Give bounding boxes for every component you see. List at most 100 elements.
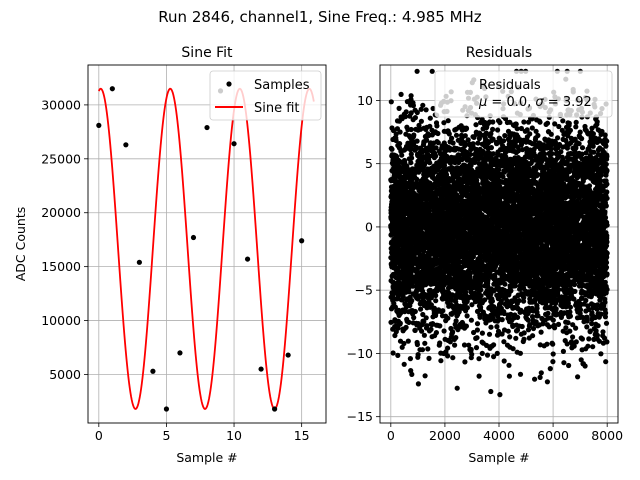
residual-point — [395, 352, 401, 358]
residual-point — [406, 289, 412, 295]
residual-point — [452, 342, 458, 348]
residual-point — [490, 126, 496, 132]
residual-point — [474, 321, 481, 327]
residual-point — [446, 131, 452, 137]
residuals-data — [388, 68, 610, 398]
residual-point — [463, 323, 469, 329]
residual-point — [477, 314, 483, 320]
sample-point — [136, 259, 142, 265]
residual-point — [424, 137, 430, 143]
residual-point — [440, 308, 446, 314]
residual-point — [408, 93, 414, 99]
residual-point — [486, 331, 493, 337]
legend-sine-fit-label: Sine fit — [254, 101, 300, 116]
residual-point — [418, 106, 424, 112]
residual-point — [423, 107, 429, 113]
residual-point — [478, 293, 484, 299]
residual-point — [499, 317, 505, 323]
residual-point — [478, 304, 484, 310]
residual-point — [476, 356, 482, 362]
residual-point — [409, 298, 415, 304]
residual-point — [421, 319, 427, 325]
residual-point — [433, 153, 439, 159]
residual-point — [427, 115, 433, 121]
residual-point — [445, 345, 451, 351]
residual-point — [409, 155, 415, 161]
residual-point — [418, 306, 424, 312]
residual-point — [516, 298, 522, 304]
residual-point — [490, 119, 496, 125]
residual-point — [453, 318, 459, 324]
residual-point — [513, 121, 519, 127]
legend-samples-label: Samples — [254, 78, 310, 93]
residual-point — [420, 102, 426, 108]
residual-point — [478, 287, 484, 293]
sample-point — [231, 141, 237, 147]
residual-point — [401, 340, 407, 347]
sample-point — [299, 238, 305, 244]
residual-point — [422, 373, 428, 379]
residual-point — [398, 91, 404, 97]
residual-point — [426, 355, 432, 361]
residual-point — [397, 141, 403, 147]
residual-point — [454, 385, 460, 391]
sine-fit-ytick-label: 10000 — [41, 313, 81, 328]
residual-point — [468, 346, 474, 353]
residual-point — [488, 324, 494, 330]
residual-point — [508, 288, 514, 294]
residual-point — [413, 144, 419, 150]
sample-point — [150, 368, 156, 374]
sine-fit-xtick-label: 10 — [226, 428, 242, 443]
residual-point — [433, 145, 439, 151]
residual-point — [412, 327, 418, 333]
residual-point — [484, 352, 491, 358]
residual-point — [479, 330, 485, 336]
residual-point — [447, 339, 453, 345]
residual-point — [393, 137, 399, 144]
residual-point — [505, 328, 511, 334]
residual-point — [465, 137, 471, 143]
residual-point — [474, 335, 480, 341]
residual-point — [495, 127, 501, 133]
residual-point — [412, 115, 418, 121]
sine-fit-legend: Samples Sine fit — [209, 70, 322, 121]
sine-fit-xtick-label: 0 — [95, 428, 103, 443]
sample-point — [177, 350, 183, 356]
residual-point — [427, 160, 433, 166]
residual-point — [414, 68, 420, 74]
sample-point — [163, 406, 170, 412]
residual-point — [501, 358, 507, 364]
residual-point — [443, 148, 449, 154]
residual-point — [437, 340, 443, 346]
residual-point — [491, 342, 497, 348]
sample-point — [109, 86, 115, 92]
residual-point — [410, 102, 416, 109]
residual-point — [470, 141, 476, 147]
residual-point — [471, 329, 477, 336]
residual-point — [425, 346, 431, 352]
residual-point — [438, 358, 444, 364]
residual-point — [517, 371, 524, 377]
residual-point — [494, 350, 500, 356]
residual-point — [475, 140, 481, 146]
residual-point — [473, 122, 479, 128]
sine-fit-ytick-label: 30000 — [41, 97, 81, 112]
sine-fit-xtick-label: 5 — [162, 428, 170, 443]
residual-point — [515, 314, 521, 320]
residual-point — [433, 292, 439, 299]
residual-point — [414, 341, 420, 348]
sine-fit-ytick-label: 25000 — [41, 151, 81, 166]
residual-point — [393, 131, 399, 137]
residual-point — [497, 392, 503, 398]
sine-fit-axes-frame — [87, 64, 327, 424]
residual-point — [402, 114, 408, 120]
sine-fit-ylabel: ADC Counts — [13, 207, 28, 282]
residual-point — [476, 373, 482, 379]
residual-point — [450, 355, 456, 361]
residual-point — [445, 315, 451, 321]
sine-fit-ytick-label: 20000 — [41, 205, 81, 220]
residual-point — [467, 270, 473, 276]
residual-point — [467, 151, 473, 157]
residual-point — [462, 133, 468, 139]
residual-point — [419, 347, 426, 353]
